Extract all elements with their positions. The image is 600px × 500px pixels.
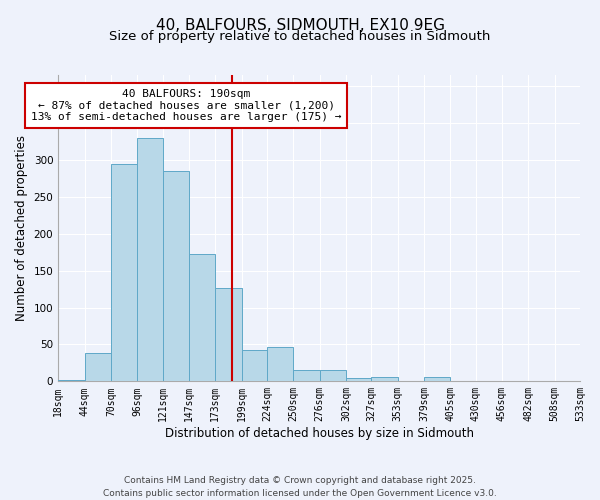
Y-axis label: Number of detached properties: Number of detached properties bbox=[15, 135, 28, 321]
Bar bbox=[267, 348, 293, 382]
Text: Size of property relative to detached houses in Sidmouth: Size of property relative to detached ho… bbox=[109, 30, 491, 43]
Bar bbox=[163, 171, 189, 382]
Bar bbox=[320, 370, 346, 382]
Bar bbox=[424, 377, 451, 382]
Bar bbox=[371, 377, 398, 382]
Text: 40 BALFOURS: 190sqm
← 87% of detached houses are smaller (1,200)
13% of semi-det: 40 BALFOURS: 190sqm ← 87% of detached ho… bbox=[31, 89, 341, 122]
Bar bbox=[242, 350, 267, 382]
Bar bbox=[111, 164, 137, 382]
Bar bbox=[293, 370, 320, 382]
Text: Contains HM Land Registry data © Crown copyright and database right 2025.
Contai: Contains HM Land Registry data © Crown c… bbox=[103, 476, 497, 498]
Bar bbox=[189, 254, 215, 382]
Bar bbox=[215, 288, 242, 382]
Text: 40, BALFOURS, SIDMOUTH, EX10 9EG: 40, BALFOURS, SIDMOUTH, EX10 9EG bbox=[155, 18, 445, 32]
Bar bbox=[58, 380, 85, 382]
Bar bbox=[346, 378, 371, 382]
Bar bbox=[137, 138, 163, 382]
X-axis label: Distribution of detached houses by size in Sidmouth: Distribution of detached houses by size … bbox=[164, 427, 473, 440]
Bar bbox=[85, 354, 111, 382]
